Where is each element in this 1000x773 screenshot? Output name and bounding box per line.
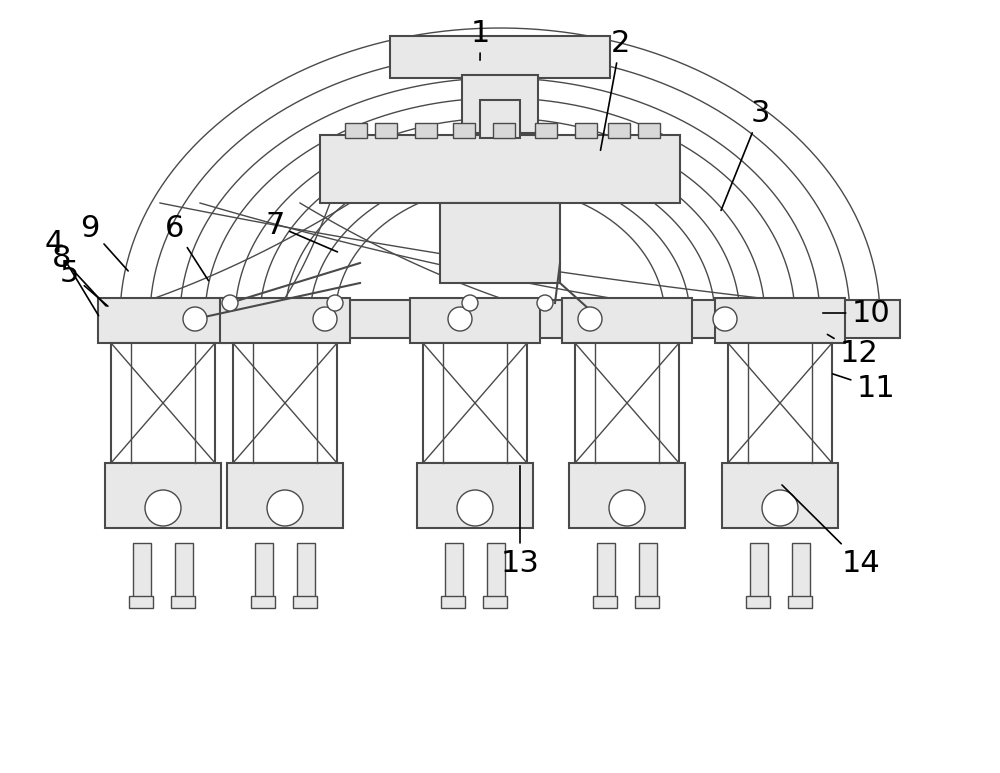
Circle shape [327, 295, 343, 311]
Bar [390, 36, 610, 78]
Bar [635, 596, 659, 608]
Bar [575, 343, 679, 463]
Circle shape [713, 307, 737, 331]
Bar [233, 343, 337, 463]
Bar [575, 123, 597, 138]
Circle shape [267, 490, 303, 526]
Bar [227, 463, 343, 528]
Bar [487, 543, 505, 598]
Text: 14: 14 [782, 485, 880, 577]
Bar [569, 463, 685, 528]
Bar [320, 135, 680, 203]
Text: 4: 4 [45, 229, 99, 315]
Circle shape [762, 490, 798, 526]
Bar [133, 543, 151, 598]
Bar [417, 463, 533, 528]
Circle shape [578, 307, 602, 331]
Bar [293, 596, 317, 608]
Circle shape [183, 307, 207, 331]
Text: 12: 12 [827, 335, 878, 367]
Text: 5: 5 [60, 258, 108, 306]
Bar [98, 298, 228, 343]
Text: 8: 8 [52, 243, 106, 306]
Bar [111, 343, 215, 463]
Bar [423, 343, 527, 463]
Text: 6: 6 [165, 213, 208, 281]
Bar [493, 123, 515, 138]
Text: 13: 13 [501, 466, 539, 577]
Bar [251, 596, 275, 608]
Bar [462, 75, 538, 133]
Circle shape [457, 490, 493, 526]
Bar [639, 543, 657, 598]
Bar [750, 543, 768, 598]
Bar [440, 203, 560, 283]
Bar [728, 343, 832, 463]
Circle shape [462, 295, 478, 311]
Text: 9: 9 [80, 213, 128, 271]
Text: 11: 11 [833, 373, 895, 403]
Bar [445, 543, 463, 598]
Bar [171, 596, 195, 608]
Bar [410, 298, 540, 343]
Bar [483, 596, 507, 608]
Bar [375, 123, 397, 138]
Bar [105, 463, 221, 528]
Bar [297, 543, 315, 598]
Bar [597, 543, 615, 598]
Text: 1: 1 [471, 19, 490, 60]
Circle shape [222, 295, 238, 311]
Bar [453, 123, 475, 138]
Bar [638, 123, 660, 138]
Bar [415, 123, 437, 138]
Bar [535, 123, 557, 138]
Bar [175, 543, 193, 598]
Bar [608, 123, 630, 138]
Text: 7: 7 [265, 210, 337, 252]
Bar [220, 298, 350, 343]
Bar [715, 298, 845, 343]
Bar [255, 543, 273, 598]
Text: 10: 10 [823, 298, 890, 328]
Text: 2: 2 [601, 29, 630, 150]
Bar [562, 298, 692, 343]
Bar [129, 596, 153, 608]
Bar [100, 300, 900, 338]
Bar [480, 100, 520, 138]
Circle shape [448, 307, 472, 331]
Bar [593, 596, 617, 608]
Circle shape [609, 490, 645, 526]
Circle shape [537, 295, 553, 311]
Bar [345, 123, 367, 138]
Circle shape [145, 490, 181, 526]
Circle shape [313, 307, 337, 331]
Text: 3: 3 [721, 98, 770, 210]
Bar [746, 596, 770, 608]
Bar [441, 596, 465, 608]
Bar [788, 596, 812, 608]
Bar [722, 463, 838, 528]
Bar [792, 543, 810, 598]
